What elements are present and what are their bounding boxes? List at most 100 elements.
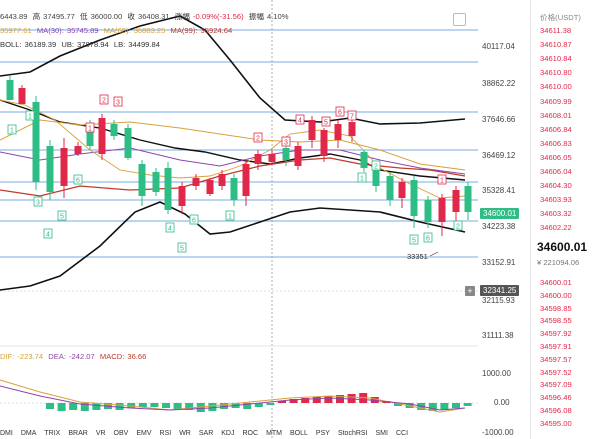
orderbook-bid-row[interactable]: 34597.92 (540, 329, 572, 339)
indicator-tab-brar[interactable]: BRAR (68, 430, 88, 437)
signal-marker-number: 2 (456, 224, 460, 231)
signal-marker: 2 (453, 220, 463, 231)
signal-marker: 5 (177, 242, 187, 253)
signal-marker: 7 (347, 110, 357, 121)
orderbook-ask-row[interactable]: 34610.80 (540, 68, 572, 78)
orderbook-bid-row[interactable]: 34598.85 (540, 303, 572, 313)
close-label: 收 (127, 12, 135, 21)
candle-body (6, 80, 14, 100)
axis-label: 1000.00 (482, 369, 511, 378)
indicator-tab-kdj[interactable]: KDJ (221, 430, 235, 437)
signal-marker: 3 (113, 96, 123, 107)
macd-histogram-bar (440, 403, 449, 410)
orderbook-bid-row[interactable]: 34600.00 (540, 290, 572, 300)
orderbook-ask-row[interactable]: 34606.05 (540, 152, 572, 162)
indicator-tab-mtm[interactable]: MTM (266, 430, 283, 437)
ma60-line (0, 119, 466, 171)
axis-label: 34223.38 (482, 222, 516, 231)
orderbook-ask-row[interactable]: 34608.01 (540, 110, 572, 120)
orderbook-ask-row[interactable]: 34610.00 (540, 82, 572, 92)
indicator-tab-rsi[interactable]: RSI (159, 430, 172, 437)
ub-label: UB (61, 40, 72, 49)
macd-histogram-bar (452, 403, 460, 408)
macd-histogram-bar (208, 403, 217, 411)
candlestick-chart[interactable]: 1 1 3 4 5 6 1 2 3 4 5 6 1 2 3 4 5 6 7 1 2 5 6 1 2 33351 6443.89 … (0, 0, 478, 439)
signal-marker-box (335, 106, 345, 117)
signal-marker-box (25, 110, 35, 121)
signal-marker: 3 (33, 196, 43, 207)
orderbook-bid-row[interactable]: 34597.57 (540, 354, 572, 364)
signal-marker-box (295, 114, 305, 125)
orderbook-ask-row[interactable]: 34606.83 (540, 138, 572, 148)
orderbook-bid-row[interactable]: 34595.00 (540, 418, 572, 428)
indicator-tab-cci[interactable]: CCI (395, 430, 409, 437)
orderbook-ask-row[interactable]: 34610.87 (540, 40, 572, 50)
signal-marker-number: 5 (324, 120, 328, 127)
signal-marker-number: 1 (440, 178, 444, 185)
macd-info-row: DIF: -223.74 DEA: -242.07 MACD: 36.66 (0, 352, 147, 361)
indicator-tab-boll[interactable]: BOLL (290, 430, 308, 437)
orderbook-ask-row[interactable]: 34610.84 (540, 54, 572, 64)
indicator-tab-sar[interactable]: SAR (198, 430, 214, 437)
cursor-price-tag: 32341.25 (480, 285, 520, 296)
signal-marker-number: 6 (338, 110, 342, 117)
signal-marker-number: 3 (116, 100, 120, 107)
candle-body (138, 164, 146, 196)
indicator-tab-roc[interactable]: ROC (242, 430, 259, 437)
orderbook-ask-row[interactable]: 34604.30 (540, 181, 572, 191)
macd-value: 36.66 (127, 352, 147, 361)
add-alert-icon[interactable]: + (465, 286, 475, 296)
signal-marker-box (73, 174, 83, 185)
orderbook-ask-row[interactable]: 34611.38 (540, 26, 572, 35)
orderbook-bid-row[interactable]: 34598.55 (540, 316, 572, 326)
price-axis[interactable]: 40117.04 38862.22 37646.66 36469.12 3532… (478, 0, 530, 439)
indicator-tab-psy[interactable]: PSY (315, 430, 330, 437)
signal-marker-box (225, 210, 235, 221)
indicator-tab-dmi[interactable]: DMI (0, 430, 13, 437)
orderbook-bid-row[interactable]: 34596.08 (540, 406, 572, 415)
candle-body (98, 118, 106, 154)
indicator-tab-trix[interactable]: TRIX (44, 430, 61, 437)
candle-body (360, 152, 368, 168)
orderbook-bid-row[interactable]: 34597.91 (540, 342, 572, 351)
orderbook-ask-row[interactable]: 34603.32 (540, 209, 572, 219)
low-value: 36000.00 (90, 12, 123, 21)
macd-histogram-bar (278, 401, 286, 403)
orderbook-ask-row[interactable]: 34609.99 (540, 96, 572, 106)
signal-marker-box (371, 160, 381, 171)
orderbook-bid-row[interactable]: 34597.09 (540, 380, 572, 390)
orderbook-last-volume: ¥ 221094.06 (537, 258, 580, 267)
indicator-tab-smi[interactable]: SMI (375, 430, 388, 437)
orderbook-ask-row[interactable]: 34603.93 (540, 195, 572, 205)
signal-marker-box (423, 232, 433, 243)
orderbook-bid-row[interactable]: 34597.52 (540, 367, 572, 377)
chart-canvas[interactable]: 1 1 3 4 5 6 1 2 3 4 5 6 1 2 3 4 5 6 7 1 2 5 6 1 2 33351 (0, 0, 478, 439)
orderbook-bid-row[interactable]: 34600.01 (540, 278, 572, 287)
signal-marker: 1 (225, 210, 235, 221)
dea-line (0, 385, 466, 411)
indicator-tab-vr[interactable]: VR (95, 430, 106, 437)
indicator-tab-bar: DMI DMA TRIX BRAR VR OBV EMV RSI WR SAR KDJ ROC MTM B… (0, 430, 478, 439)
indicator-tab-dma[interactable]: DMA (20, 430, 37, 437)
axis-label: 40117.04 (482, 42, 515, 51)
candle-body (152, 172, 160, 192)
boll-info-row: BOLL: 36189.39 UB: 37878.94 LB: 34499.84 (0, 40, 160, 49)
price-gridlines (0, 29, 478, 258)
indicator-tab-obv[interactable]: OBV (113, 430, 129, 437)
orderbook-ask-row[interactable]: 34602.22 (540, 223, 572, 233)
ma30-label: MA(30) (36, 26, 62, 35)
indicator-tab-wr[interactable]: WR (179, 430, 191, 437)
signal-marker-box (99, 94, 109, 105)
signal-marker-box (113, 96, 123, 107)
close-value: 36408.31 (137, 12, 170, 21)
dif-label: DIF (0, 352, 13, 361)
indicator-tab-emv[interactable]: EMV (136, 430, 152, 437)
signal-marker-number: 6 (426, 236, 430, 243)
fullscreen-icon[interactable] (453, 13, 466, 26)
macd-label: MACD (99, 352, 123, 361)
macd-histogram-bar (69, 403, 78, 410)
orderbook-ask-row[interactable]: 34606.04 (540, 167, 572, 176)
orderbook-bid-row[interactable]: 34596.46 (540, 393, 572, 403)
indicator-tab-stochrsi[interactable]: StochRSI (337, 430, 368, 437)
orderbook-ask-row[interactable]: 34606.84 (540, 124, 572, 134)
